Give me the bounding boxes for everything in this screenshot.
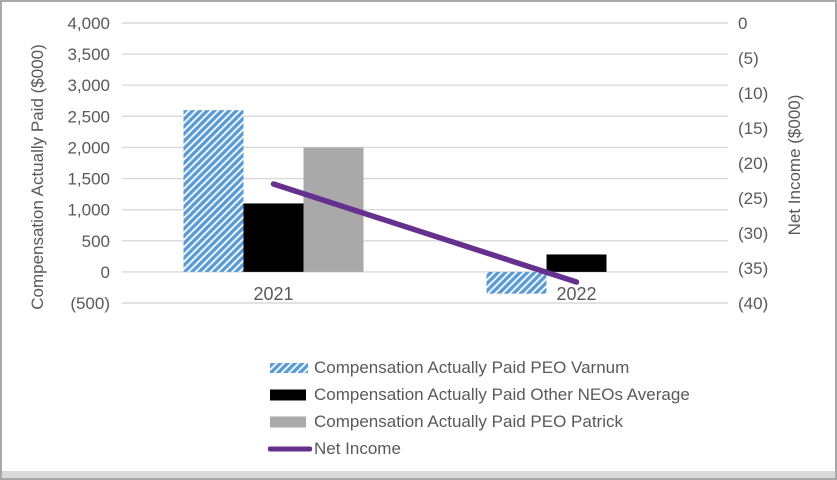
combo-chart: 4,000 3,500 3,000 2,500 2,000 1,500 1,000 500 0 (… [67,14,768,313]
category-label: 2021 [253,284,293,304]
left-axis-tick-label: 0 [101,263,110,282]
right-axis-tick-label: (15) [738,119,768,138]
legend-label: Compensation Actually Paid Other NEOs Av… [314,384,690,404]
left-axis-tick-label: 3,000 [67,76,110,95]
bar-hatched [183,110,244,272]
left-axis-tick-label: 3,500 [67,45,110,64]
legend-item: Compensation Actually Paid Other NEOs Av… [268,381,690,408]
left-axis-tick-label: 1,500 [67,170,110,189]
left-axis-tick-label: (500) [70,294,110,313]
chart-legend: Compensation Actually Paid PEO Varnum Com… [268,354,690,462]
legend-bar-swatch-icon [270,362,308,373]
left-axis-title: Compensation Actually Paid ($000) [28,44,47,310]
bar-solid [546,254,607,272]
right-axis-tick-label: (20) [738,154,768,173]
right-axis-tick-label: (5) [738,49,759,68]
left-axis-tick-label: 4,000 [67,14,110,33]
legend-label: Compensation Actually Paid PEO Varnum [314,357,630,377]
solid-swatch [270,416,306,427]
line-series [270,181,580,285]
bar-hatched [486,271,547,294]
axis-tick-labels: 4,000 3,500 3,000 2,500 2,000 1,500 1,000 500 0 (… [67,14,768,313]
right-axis-tick-label: 0 [738,14,747,33]
solid-swatch [270,389,306,400]
right-axis-tick-label: (35) [738,259,768,278]
category-label: 2022 [556,284,596,304]
left-axis-tick-label: 2,500 [67,107,110,126]
right-axis-tick-label: (25) [738,189,768,208]
right-axis-tick-label: (30) [738,224,768,243]
legend-line-swatch-icon [268,446,312,451]
left-axis-tick-label: 500 [82,232,110,251]
bar-solid [243,203,304,272]
legend-label: Compensation Actually Paid PEO Patrick [314,411,623,431]
right-axis-tick-label: (40) [738,294,768,313]
legend-bar-swatch-icon [270,389,306,400]
legend-item: Net Income [268,435,690,462]
right-axis-title: Net Income ($000) [785,94,804,236]
left-axis-tick-label: 1,000 [67,201,110,220]
bottom-strip [2,471,835,478]
legend-bar-swatch-icon [270,416,306,427]
legend-item: Compensation Actually Paid PEO Patrick [268,408,690,435]
right-axis-tick-label: (10) [738,84,768,103]
bar-series [183,110,607,294]
legend-item: Compensation Actually Paid PEO Varnum [268,354,690,381]
hatched-swatch [270,362,308,373]
legend-label: Net Income [314,438,401,458]
left-axis-tick-label: 2,000 [67,138,110,157]
net-income-line [270,181,580,285]
